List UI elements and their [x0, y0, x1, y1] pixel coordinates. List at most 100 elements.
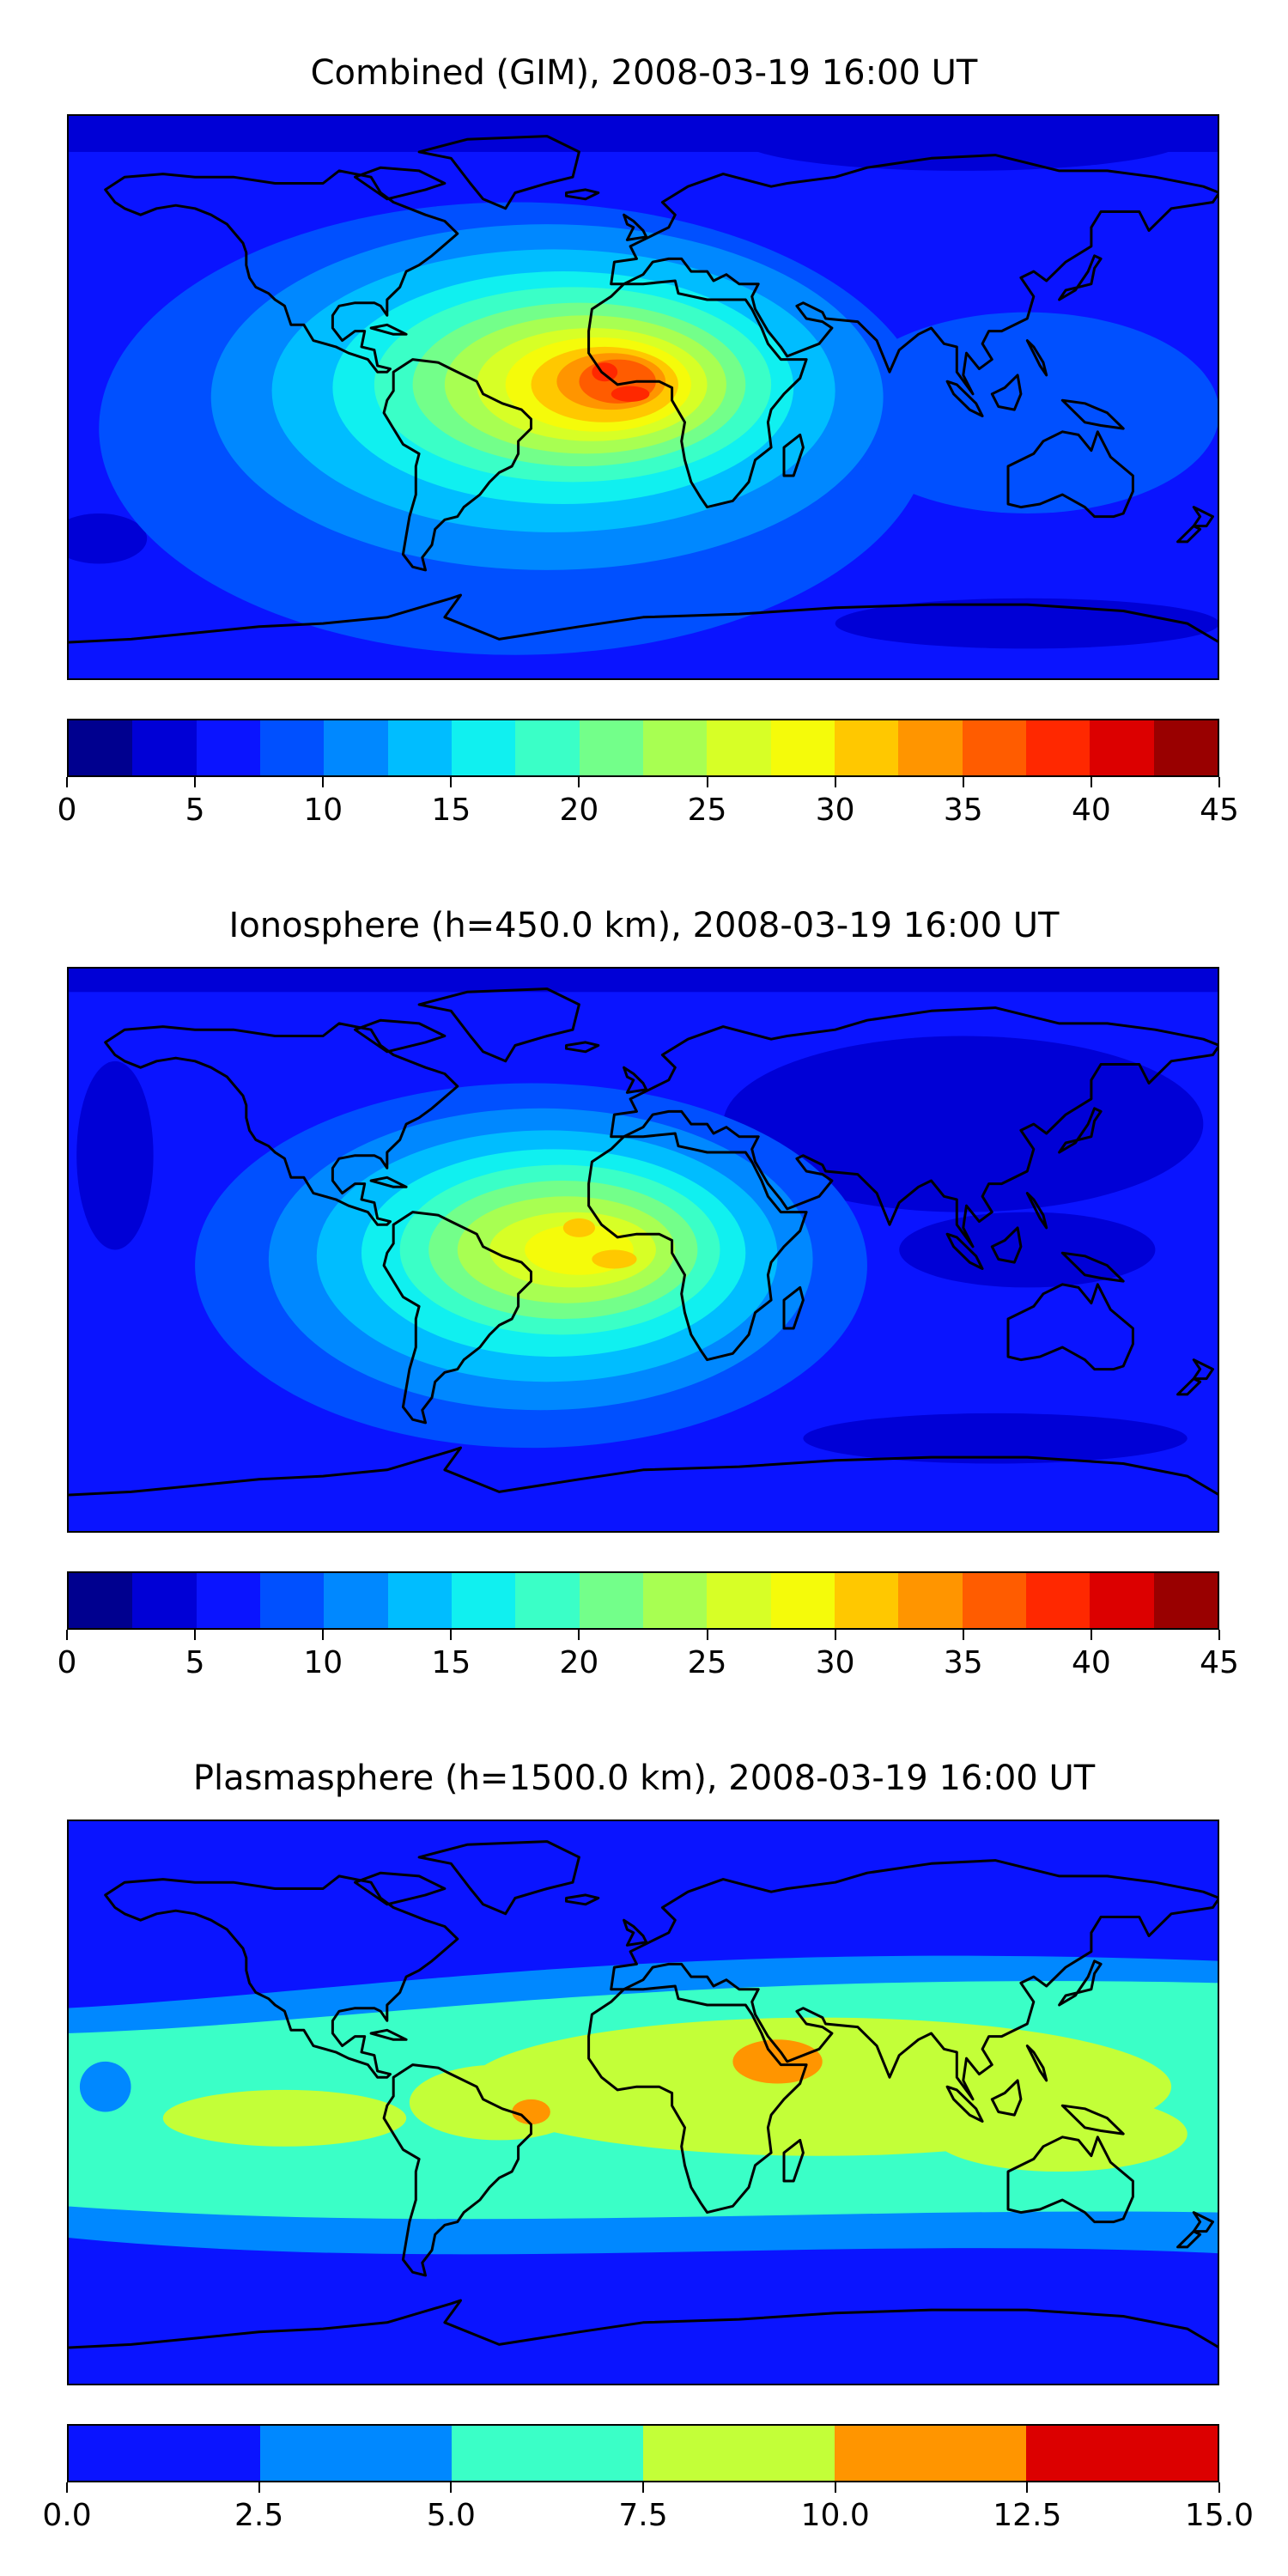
maritime-low-region [899, 1212, 1156, 1288]
coastline-cuba [369, 1176, 408, 1188]
coastline-baffin [354, 166, 447, 201]
panel2-colorbar-segment-13 [898, 1573, 963, 1628]
southern-ocean-low-region [803, 1413, 1188, 1464]
panel2-colorbar-tick-mark [578, 1630, 580, 1640]
coastline-japan [1058, 1107, 1103, 1154]
panel1-colorbar-tick-label: 40 [1071, 793, 1111, 828]
panel3-title: Plasmasphere (h=1500.0 km), 2008-03-19 1… [192, 1759, 1096, 1798]
coastline-japan [1058, 254, 1103, 301]
panel1-colorbar-tick-label: 25 [687, 793, 727, 828]
ionosphere-map-svg [67, 967, 1219, 1533]
panel1-colorbar-tick-mark [962, 777, 964, 787]
panel2-map [67, 967, 1219, 1533]
polar-low-band-north [67, 967, 1219, 993]
panel2-colorbar-segment-15 [1025, 1573, 1091, 1628]
coastline-eurasia [610, 154, 1219, 396]
panel2-colorbar-tick-mark [1090, 1630, 1092, 1640]
coastline-iceland [565, 1041, 600, 1054]
panel3-colorbar-tick-label: 12.5 [993, 2498, 1062, 2533]
panel2-colorbar-tick-label: 40 [1071, 1645, 1111, 1680]
panel1-colorbar-tick-label: 10 [303, 793, 343, 828]
asia-low-region [723, 1036, 1204, 1212]
panel3-colorbar-tick-label: 10.0 [800, 2498, 870, 2533]
panel2-colorbar-ticks: 0 5 10 15 20 25 30 35 40 45 [58, 1630, 1239, 1690]
coastline-australia [1006, 1283, 1134, 1371]
coastline-new-zealand [1192, 2211, 1214, 2233]
panel1-colorbar-segment-11 [770, 720, 835, 775]
panel2-colorbar-tick-label: 15 [431, 1645, 471, 1680]
panel2-colorbar-tick-label: 45 [1200, 1645, 1239, 1680]
coastline-new-guinea [1060, 1251, 1125, 1283]
panel2-colorbar-segment-1 [132, 1573, 197, 1628]
panel1-colorbar-segment-4 [324, 720, 388, 775]
coastline-australia [1006, 430, 1134, 519]
panel2-colorbar-segment-12 [834, 1573, 899, 1628]
plasmasphere-map-svg [67, 1820, 1219, 2385]
panel2-colorbar-segment-11 [770, 1573, 835, 1628]
panel2-colorbar-tick-mark [834, 1630, 836, 1640]
panel2-colorbar-segment-16 [1090, 1573, 1154, 1628]
panel3-colorbar-tick-mark [258, 2482, 260, 2493]
panel3-colorbar-tick-label: 0.0 [42, 2498, 92, 2533]
coastline-new-zealand-south [1176, 1377, 1202, 1396]
panel3-colorbar-tick-mark [1026, 2482, 1029, 2493]
panel1-colorbar-tick-mark [706, 777, 708, 787]
south-pacific-low-patch [67, 513, 148, 564]
panel1-colorbar-segment-5 [387, 720, 452, 775]
panel1-colorbar-segment-12 [834, 720, 899, 775]
panel3-colorbar-tick-label: 15.0 [1184, 2498, 1255, 2533]
coastline-sumatra [945, 2085, 984, 2123]
panel1-colorbar-segment-13 [898, 720, 963, 775]
panel3-colorbar-tick-mark [642, 2482, 644, 2493]
panel3-colorbar-segment-4 [835, 2426, 1026, 2481]
coastline-iceland [565, 188, 600, 201]
panel2-colorbar-tick-mark [322, 1630, 325, 1640]
panel2-colorbar-tick-mark [1218, 1630, 1220, 1640]
panel1-colorbar-segment-14 [962, 720, 1026, 775]
panel1-map [67, 114, 1219, 680]
panel2-colorbar [67, 1571, 1219, 1630]
panel1-colorbar-tick-label: 15 [431, 793, 471, 828]
coastline-south-america [382, 358, 532, 572]
coastline-japan [1058, 1959, 1103, 2007]
panel3-colorbar-segment-0 [69, 2426, 260, 2481]
coastline-greenland [417, 1840, 580, 1916]
coastline-new-guinea [1060, 398, 1125, 430]
panel1-colorbar-tick-mark [834, 777, 836, 787]
panel1-colorbar-segment-17 [1153, 720, 1218, 775]
coastline-cuba [369, 323, 408, 336]
panel2-colorbar-tick-mark [962, 1630, 964, 1640]
pacific-low-region [76, 1060, 154, 1250]
panel2-colorbar-segment-17 [1153, 1573, 1218, 1628]
panel2-colorbar-tick-label: 25 [687, 1645, 727, 1680]
coastlines [67, 987, 1219, 1497]
contour-7.5-10-west [162, 2089, 407, 2147]
panel3-colorbar-segment-1 [260, 2426, 452, 2481]
coastline-madagascar [782, 2138, 805, 2183]
panel3-colorbar-tick-mark [66, 2482, 68, 2493]
panel3-colorbar-segment-3 [643, 2426, 835, 2481]
panel3-frame [67, 1820, 1219, 2385]
panel1-colorbar-tick-label: 45 [1200, 793, 1239, 828]
coastline-eurasia [610, 1006, 1219, 1249]
panel2-colorbar-segment-6 [451, 1573, 516, 1628]
coastline-new-zealand [1192, 506, 1214, 528]
panel1-colorbar-segment-10 [707, 720, 771, 775]
contour-7.5-10-far-east [931, 2096, 1188, 2172]
coastline-borneo [990, 2079, 1023, 2117]
panel1-colorbar-tick-mark [66, 777, 68, 787]
panel1-colorbar-segment-9 [642, 720, 708, 775]
coastline-africa [587, 1984, 808, 2215]
panel3-colorbar-tick-mark [1218, 2482, 1220, 2493]
panel1-colorbar-tick-label: 20 [559, 793, 599, 828]
coastline-uk [623, 213, 648, 241]
panel2-colorbar-tick-label: 20 [559, 1645, 599, 1680]
panel2-colorbar-segment-7 [515, 1573, 580, 1628]
panel2-colorbar-tick-mark [194, 1630, 197, 1640]
panel1-colorbar [67, 719, 1219, 777]
panel2-colorbar-tick-label: 35 [943, 1645, 983, 1680]
panel3-colorbar-tick-mark [450, 2482, 453, 2493]
panel1-colorbar-tick-label: 30 [815, 793, 855, 828]
coastlines [67, 1840, 1219, 2349]
panel1-colorbar-segment-15 [1025, 720, 1091, 775]
